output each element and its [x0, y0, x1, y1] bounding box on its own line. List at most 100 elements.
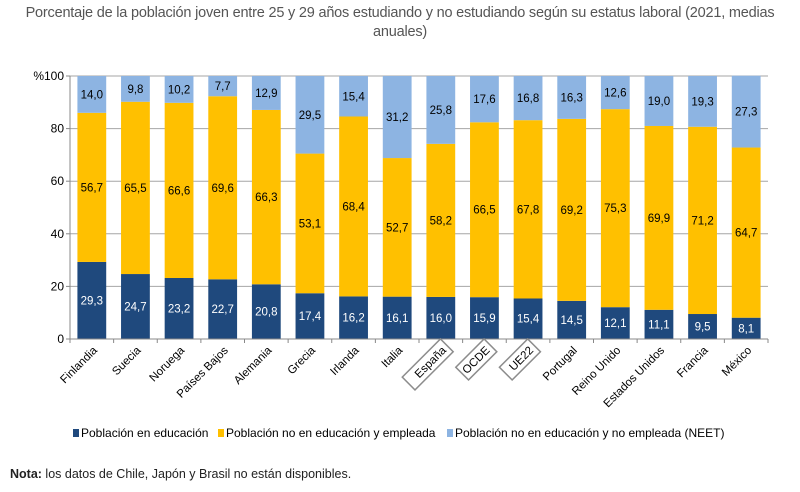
- bar-segment-1: [557, 300, 587, 339]
- x-tick-label-box: [498, 337, 542, 382]
- bar-segment-3: [208, 76, 238, 97]
- x-tick-label: Irlanda: [328, 344, 362, 378]
- bar-segment-2: [513, 120, 543, 299]
- y-tick-label: 20: [51, 279, 65, 293]
- bar-segment-3: [121, 76, 150, 102]
- data-label: 24,7: [124, 302, 146, 314]
- bar-segment-1: [731, 317, 761, 339]
- data-label: 53,1: [299, 218, 321, 230]
- data-label: 7,7: [215, 81, 231, 93]
- bar-segment-3: [164, 76, 194, 103]
- footnote-label: Nota:: [10, 467, 42, 481]
- data-label: 71,2: [691, 215, 713, 227]
- data-label: 69,6: [211, 183, 233, 195]
- x-tick-label-group: Suecia: [110, 344, 144, 378]
- y-axis-unit-label: %: [33, 69, 44, 83]
- bar-segment-2: [731, 147, 761, 318]
- x-tick-label: Portugal: [541, 345, 580, 384]
- y-tick-label: 0: [57, 332, 64, 346]
- data-label: 25,8: [430, 105, 452, 117]
- x-tick-label: Grecia: [286, 344, 319, 377]
- chart-title: Porcentaje de la población joven entre 2…: [0, 4, 800, 42]
- x-tick-label: México: [720, 345, 754, 379]
- data-label: 9,8: [127, 84, 143, 96]
- bar-segment-2: [251, 109, 281, 285]
- axes: [66, 75, 769, 343]
- data-label: 16,0: [430, 313, 452, 325]
- data-label: 15,9: [473, 313, 495, 325]
- bar-segment-2: [557, 118, 587, 301]
- data-label: 22,7: [211, 304, 233, 316]
- x-tick-label-group: Alemania: [232, 344, 275, 387]
- bar-segment-1: [600, 307, 630, 339]
- bar-segment-1: [295, 293, 325, 339]
- bar-segment-3: [513, 76, 543, 121]
- bar-segment-2: [339, 116, 368, 297]
- data-label: 9,5: [695, 322, 711, 334]
- data-label: 16,1: [386, 313, 408, 325]
- data-label: 23,2: [168, 303, 190, 315]
- data-label: 29,3: [81, 295, 103, 307]
- data-label: 69,2: [560, 205, 582, 217]
- data-label: 17,4: [299, 311, 322, 323]
- bar-segment-3: [731, 75, 761, 148]
- bar-segment-1: [644, 309, 674, 339]
- bar-segment-1: [164, 277, 194, 339]
- bar-segment-3: [295, 76, 325, 154]
- footnote: Nota: los datos de Chile, Japón y Brasil…: [10, 467, 351, 481]
- bar-segment-3: [557, 76, 587, 119]
- bar-segment-3: [600, 76, 630, 110]
- bar-segment-2: [208, 96, 238, 280]
- bar-segment-2: [77, 112, 107, 262]
- x-tick-label-group: OCDE: [454, 337, 498, 382]
- data-label: 67,8: [517, 204, 539, 216]
- footnote-text: los datos de Chile, Japón y Brasil no es…: [41, 467, 352, 481]
- y-tick-labels: 0 20 40 60 80 100%: [33, 69, 64, 346]
- bar-segment-2: [470, 122, 499, 298]
- x-tick-label-group: Noruega: [147, 344, 187, 384]
- bar-segment-3: [470, 76, 499, 123]
- bar-segment-3: [644, 76, 674, 126]
- data-label: 66,5: [473, 205, 495, 217]
- data-label: 27,3: [735, 107, 757, 119]
- x-tick-label-group: Italia: [380, 344, 406, 370]
- legend-swatch: [73, 429, 79, 437]
- bar-segment-3: [426, 76, 456, 144]
- data-label: 16,8: [517, 93, 539, 105]
- legend-swatch: [447, 429, 453, 437]
- data-label: 69,9: [648, 213, 670, 225]
- data-label: 15,4: [342, 91, 365, 103]
- bar-segment-1: [208, 279, 238, 339]
- data-label: 19,0: [648, 96, 670, 108]
- bar-segment-1: [339, 296, 368, 339]
- bar-segment-2: [426, 143, 456, 297]
- bar-segment-2: [382, 158, 412, 297]
- data-label: 75,3: [604, 203, 626, 215]
- bar-segment-2: [688, 126, 717, 315]
- data-label: 10,2: [168, 84, 190, 96]
- data-label: 20,8: [255, 307, 277, 319]
- bar-segment-2: [644, 125, 674, 310]
- bar-segment-1: [470, 297, 499, 339]
- data-label: 56,7: [81, 182, 103, 194]
- legend-label: Población en educación: [81, 426, 208, 440]
- bar-segment-2: [164, 102, 194, 278]
- bar-segment-1: [77, 261, 107, 339]
- x-tick-label-group: México: [720, 345, 754, 379]
- data-label: 11,1: [648, 319, 670, 331]
- y-tick-label: 60: [51, 174, 65, 188]
- data-label: 68,4: [342, 201, 365, 213]
- bar-segment-3: [77, 76, 107, 113]
- bar-segment-1: [121, 274, 150, 339]
- y-tick-label: 100: [44, 69, 64, 83]
- data-label: 17,6: [473, 94, 495, 106]
- bar-segment-3: [688, 76, 717, 127]
- bar-segment-1: [382, 296, 412, 339]
- data-label: 12,6: [604, 88, 626, 100]
- data-label: 12,9: [255, 88, 277, 100]
- bar-segment-2: [121, 101, 150, 275]
- legend: Población en educación Población no en ed…: [73, 426, 725, 440]
- x-tick-label-group: Irlanda: [328, 344, 362, 378]
- y-tick-label: 40: [51, 227, 65, 241]
